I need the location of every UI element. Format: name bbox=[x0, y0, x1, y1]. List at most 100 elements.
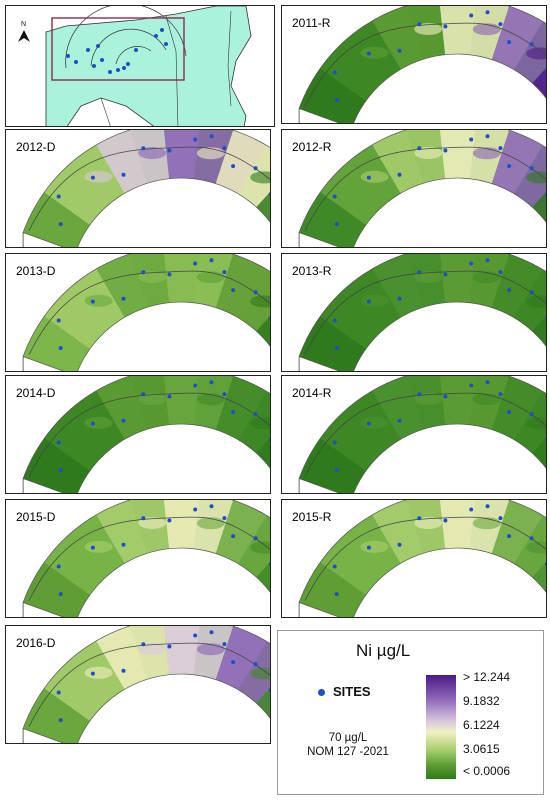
legend-tick: < 0.0006 bbox=[463, 764, 511, 778]
concentration-patch bbox=[360, 170, 389, 183]
site-point bbox=[164, 42, 168, 46]
site-point bbox=[443, 272, 448, 277]
site-point bbox=[231, 288, 236, 293]
site-point bbox=[58, 222, 63, 227]
concentration-band bbox=[23, 130, 270, 247]
concentration-band bbox=[23, 254, 270, 371]
site-point bbox=[397, 542, 402, 547]
panel-label: 2013-R bbox=[292, 264, 332, 278]
coastline bbox=[28, 392, 270, 477]
site-point bbox=[66, 54, 70, 58]
site-point bbox=[498, 22, 503, 27]
map-panel-graphic bbox=[298, 500, 546, 617]
site-point bbox=[397, 418, 402, 423]
site-point bbox=[485, 380, 490, 385]
sites-label: SITES bbox=[333, 684, 371, 699]
concentration-patch bbox=[138, 147, 167, 159]
site-point bbox=[334, 592, 339, 597]
site-point bbox=[121, 418, 126, 423]
site-point bbox=[469, 13, 474, 18]
site-point bbox=[121, 668, 126, 673]
panel-label: 2013-D bbox=[16, 264, 56, 278]
map-panel-graphic bbox=[22, 254, 270, 371]
site-point bbox=[334, 346, 339, 351]
site-point bbox=[121, 542, 126, 547]
site-point bbox=[141, 146, 146, 151]
site-point bbox=[366, 175, 371, 180]
site-point bbox=[397, 172, 402, 177]
panel-label: 2011-R bbox=[292, 16, 331, 30]
site-point bbox=[443, 24, 448, 29]
band-outline bbox=[22, 130, 270, 247]
site-point bbox=[222, 642, 227, 647]
site-point bbox=[141, 642, 146, 647]
site-point bbox=[193, 137, 198, 142]
map-panel-graphic bbox=[22, 626, 270, 743]
coastline bbox=[304, 22, 546, 107]
site-point bbox=[154, 34, 158, 38]
site-point bbox=[56, 440, 61, 445]
site-point bbox=[529, 536, 534, 541]
site-point bbox=[141, 516, 146, 521]
site-point bbox=[366, 545, 371, 550]
legend-tick: 3.0615 bbox=[463, 742, 500, 756]
site-point bbox=[544, 192, 546, 196]
panel-label: 2012-R bbox=[292, 140, 332, 154]
overview-map-panel: N bbox=[5, 5, 275, 127]
limit-note: 70 µg/L NOM 127 -2021 bbox=[298, 731, 398, 759]
legend-title: Ni µg/L bbox=[356, 641, 411, 660]
concentration-patch bbox=[250, 417, 270, 430]
concentration-patch bbox=[250, 667, 270, 680]
concentration-patch bbox=[84, 294, 113, 307]
coastline bbox=[28, 146, 270, 231]
site-point bbox=[334, 222, 339, 227]
site-point bbox=[498, 146, 503, 151]
overview-sites bbox=[66, 28, 168, 74]
concentration-band bbox=[299, 130, 546, 247]
site-point bbox=[122, 66, 126, 70]
site-point bbox=[529, 166, 534, 171]
site-point bbox=[193, 261, 198, 266]
site-point bbox=[56, 564, 61, 569]
site-point bbox=[90, 421, 95, 426]
site-point bbox=[160, 28, 164, 32]
concentration-patch bbox=[414, 517, 443, 529]
concentration-patch bbox=[414, 393, 443, 405]
concentration-patch bbox=[84, 666, 113, 679]
concentration-patch bbox=[138, 271, 167, 283]
map-panel-graphic bbox=[22, 130, 270, 247]
panel-label: 2015-R bbox=[292, 510, 332, 524]
map-panel: 2011-R bbox=[281, 5, 547, 124]
site-point bbox=[443, 518, 448, 523]
site-point bbox=[253, 536, 258, 541]
site-point bbox=[209, 630, 214, 635]
legend-tick: 9.1832 bbox=[463, 694, 500, 708]
map-panel-graphic bbox=[298, 130, 546, 247]
site-point bbox=[544, 438, 546, 442]
buffer-ring bbox=[115, 46, 152, 65]
site-point bbox=[58, 592, 63, 597]
concentration-patch bbox=[138, 517, 167, 529]
panel-label: 2016-D bbox=[16, 636, 56, 650]
site-point bbox=[167, 518, 172, 523]
concentration-patch bbox=[360, 294, 389, 307]
map-panel-graphic bbox=[298, 376, 546, 493]
site-point bbox=[469, 261, 474, 266]
site-point bbox=[167, 644, 172, 649]
concentration-patch bbox=[414, 147, 443, 159]
site-point bbox=[134, 48, 138, 52]
concentration-patch bbox=[360, 46, 389, 59]
color-ramp bbox=[426, 675, 456, 779]
site-point bbox=[108, 70, 112, 74]
site-point bbox=[167, 272, 172, 277]
concentration-patch bbox=[360, 416, 389, 429]
concentration-patch bbox=[84, 170, 113, 183]
site-point bbox=[417, 516, 422, 521]
site-point bbox=[90, 671, 95, 676]
site-point bbox=[209, 134, 214, 139]
site-point bbox=[485, 504, 490, 509]
site-point bbox=[193, 507, 198, 512]
band-outline bbox=[298, 130, 546, 247]
overview-map: N bbox=[6, 6, 274, 126]
site-point bbox=[222, 392, 227, 397]
